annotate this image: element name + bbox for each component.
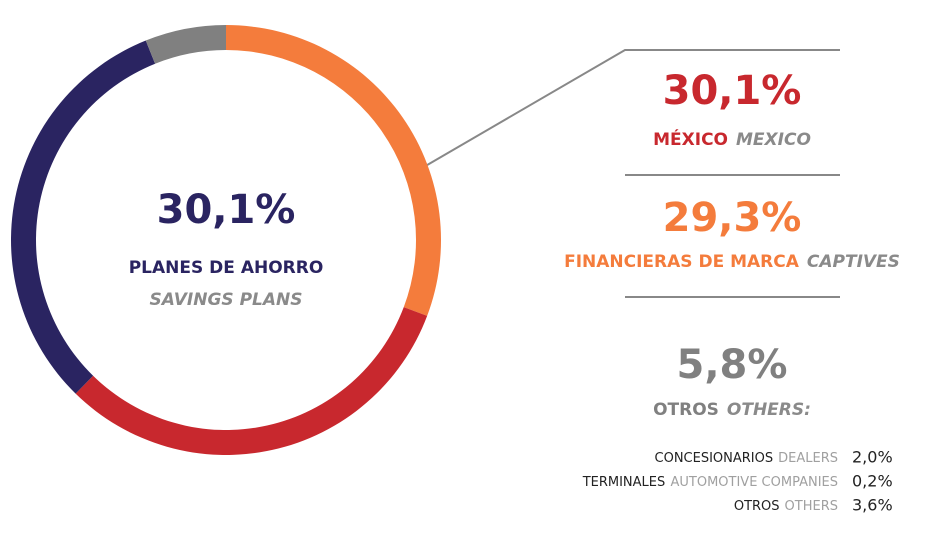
segment-value: 30,1% [663,68,802,114]
breakdown-label: CONCESIONARIOS DEALERS [655,451,838,466]
name: CONCESIONARIOS [655,451,774,466]
breakdown-label: TERMINALES AUTOMOTIVE COMPANIES [582,475,838,490]
donut-segment [145,25,226,64]
name: MÉXICO [653,128,728,150]
segment-label: FINANCIERAS DE MARCA CAPTIVES [564,252,900,272]
name: OTROS [653,400,719,420]
donut-segment [11,40,156,394]
center-label: PLANES DE AHORRO [129,258,324,278]
name-en: CAPTIVES [807,252,900,272]
donut-segment [75,307,428,455]
name-en: OTHERS: [727,400,811,420]
center-value: 30,1% [157,187,296,233]
segment-value: 5,8% [677,342,788,388]
donut-segment [226,25,441,316]
breakdown-value: 3,6% [852,496,893,515]
connector [409,49,840,176]
breakdown-value: 0,2% [852,472,893,491]
name: OTROS [734,499,780,514]
name-en: AUTOMOTIVE COMPANIES [671,475,839,490]
segment-label: OTROS OTHERS: [653,400,811,420]
segment-label: MÉXICO MEXICO [653,128,811,150]
name: FINANCIERAS DE MARCA [564,252,800,272]
center-label-en: SAVINGS PLANS [150,290,303,310]
name-en: DEALERS [778,451,838,466]
name: TERMINALES [582,475,666,490]
breakdown-label: OTROS OTHERS [734,499,838,514]
name-en: OTHERS [785,499,838,514]
breakdown-value: 2,0% [852,448,893,467]
segment-value: 29,3% [663,195,802,241]
name-en: MEXICO [736,130,811,150]
